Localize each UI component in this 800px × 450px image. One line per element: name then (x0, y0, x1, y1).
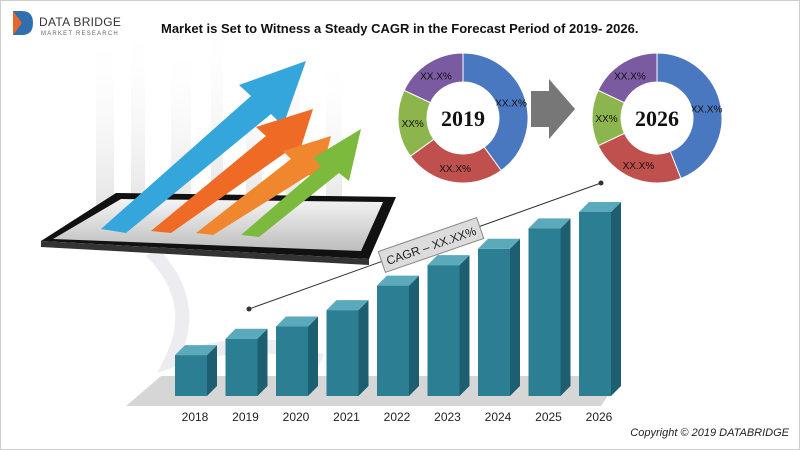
bar-side (207, 345, 217, 396)
brand-name: DATA BRIDGE (39, 15, 122, 29)
donut-label-1: XX.X% (439, 164, 471, 175)
x-tick-2018: 2018 (182, 410, 209, 424)
bar-front (579, 212, 611, 396)
copyright-text: Copyright © 2019 DATABRIDGE (630, 427, 789, 439)
bar-top (225, 328, 268, 339)
trend-end-dot (598, 180, 604, 186)
bar-2024 (478, 238, 520, 396)
x-tick-2023: 2023 (434, 410, 461, 424)
bar-side (510, 238, 520, 396)
x-tick-2019: 2019 (232, 410, 259, 424)
x-tick-2022: 2022 (384, 410, 411, 424)
logo-icon (13, 11, 33, 35)
bar-2026 (579, 202, 621, 396)
bar-top (427, 255, 470, 266)
bar-front (225, 338, 258, 396)
bar-front (377, 285, 409, 396)
forward-arrow (531, 79, 575, 139)
donut-2026: XX.X% XX.X% XX% XX.X% 2026 (591, 52, 723, 184)
bar-top (326, 300, 369, 311)
bar-front (427, 265, 460, 396)
donut-label-1: XX.X% (623, 161, 655, 172)
bar-2025 (528, 218, 571, 396)
x-tick-2025: 2025 (535, 410, 562, 424)
donut-hole (427, 82, 499, 154)
bar-side (358, 300, 369, 396)
brand-tagline: MARKET RESEARCH (41, 31, 119, 37)
donut-center-label: 2026 (635, 106, 679, 131)
donut-label-3: XX.X% (420, 71, 452, 82)
bar-2022 (377, 275, 419, 396)
bar-top (175, 345, 217, 356)
donut-label-3: XX.X% (614, 71, 646, 82)
donut-hole (621, 82, 693, 154)
bar-front (276, 326, 308, 396)
donut-center-label: 2019 (441, 106, 485, 131)
x-tick-2020: 2020 (283, 410, 310, 424)
bar-side (611, 202, 621, 396)
growth-arrows (101, 61, 361, 237)
x-tick-2021: 2021 (333, 410, 360, 424)
bar-2019 (225, 328, 268, 396)
bar-front (478, 248, 510, 396)
bar-top (276, 316, 318, 327)
donut-label-2: XX% (402, 119, 424, 130)
donut-label-2: XX% (595, 114, 617, 125)
bar-top (579, 202, 621, 212)
donut-label-0: XX.X% (691, 105, 723, 116)
bar-side (409, 275, 419, 396)
x-tick-2026: 2026 (586, 410, 613, 424)
bar-top (478, 238, 520, 249)
bar-front (326, 310, 359, 396)
chart-title: Market is Set to Witness a Steady CAGR i… (161, 21, 639, 36)
donut-2019: XX.X% XX.X% XX% XX.X% 2019 (397, 52, 529, 184)
bar-side (308, 316, 318, 396)
donut-label-0: XX.X% (495, 98, 527, 109)
bar-side (257, 328, 268, 396)
bar-front (175, 355, 207, 396)
bar-top (377, 275, 419, 286)
bar-series (175, 202, 621, 396)
bar-top (528, 218, 571, 229)
bar-side (560, 218, 571, 396)
bar-side (459, 255, 470, 396)
bar-2020 (276, 316, 318, 396)
trend-start-dot (246, 306, 252, 312)
x-tick-2024: 2024 (485, 410, 512, 424)
brand-logo: DATA BRIDGE MARKET RESEARCH (9, 9, 129, 43)
bar-front (528, 228, 561, 396)
bar-2021 (326, 300, 369, 396)
cagr-label-box (377, 217, 485, 273)
bar-2018 (175, 345, 217, 396)
bar-2023 (427, 255, 470, 396)
x-axis-ticks: 2018 2019 2020 2021 2022 2023 2024 2025 2026 (182, 410, 613, 424)
